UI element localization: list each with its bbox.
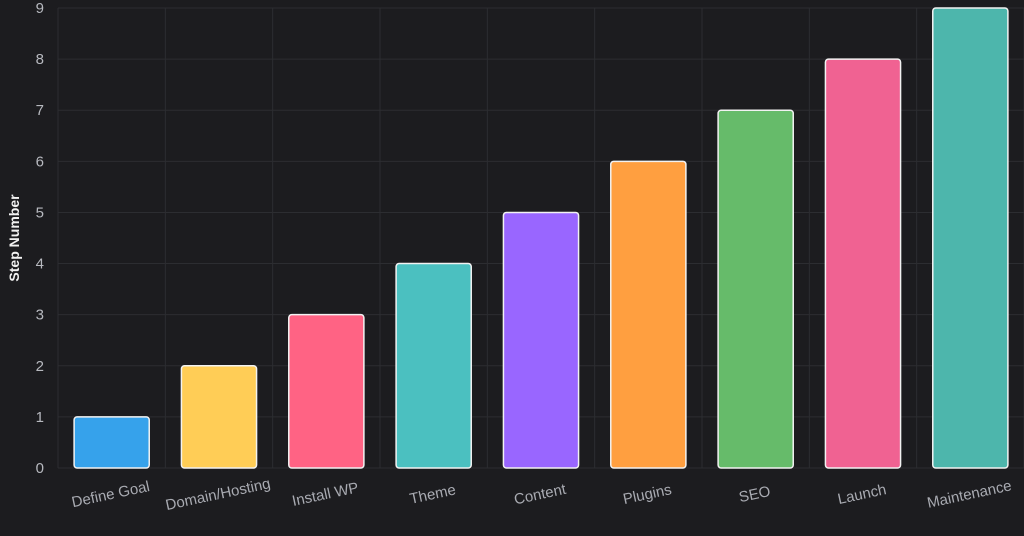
bar-seo[interactable] — [717, 109, 794, 469]
bar-maintenance[interactable] — [932, 7, 1009, 469]
bar-content[interactable] — [502, 211, 580, 469]
bar-theme[interactable] — [395, 262, 472, 469]
x-tick-label: Define Goal — [70, 478, 151, 511]
y-axis-ticks: 0 1 2 3 4 5 6 7 8 9 — [36, 0, 44, 477]
x-tick-label: SEO — [737, 483, 772, 506]
x-tick-label: Launch — [836, 481, 888, 508]
y-tick-label: 2 — [36, 358, 44, 375]
x-tick-label: Install WP — [291, 479, 361, 510]
x-tick-label: Plugins — [622, 481, 674, 508]
y-tick-label: 0 — [36, 460, 44, 477]
y-axis-title: Step Number — [6, 194, 22, 282]
bar-plugins[interactable] — [610, 160, 687, 469]
bar-domain-hosting[interactable] — [180, 365, 258, 469]
bars — [73, 7, 1009, 469]
y-tick-label: 6 — [36, 153, 44, 170]
bar-launch[interactable] — [824, 58, 902, 469]
x-tick-label: Content — [513, 481, 569, 509]
y-tick-label: 7 — [36, 102, 44, 119]
y-tick-label: 8 — [36, 51, 44, 68]
x-tick-label: Domain/Hosting — [164, 475, 272, 514]
bar-define-goal[interactable] — [73, 416, 150, 469]
x-tick-label: Theme — [408, 481, 457, 507]
bar-install-wp[interactable] — [288, 313, 365, 469]
y-tick-label: 5 — [36, 204, 44, 221]
y-tick-label: 1 — [36, 409, 44, 426]
x-tick-label: Maintenance — [926, 477, 1014, 511]
x-axis-ticks: Define Goal Domain/Hosting Install WP Theme… — [70, 475, 1013, 514]
y-tick-label: 9 — [36, 0, 44, 17]
y-tick-label: 3 — [36, 307, 44, 324]
y-tick-label: 4 — [36, 256, 44, 273]
